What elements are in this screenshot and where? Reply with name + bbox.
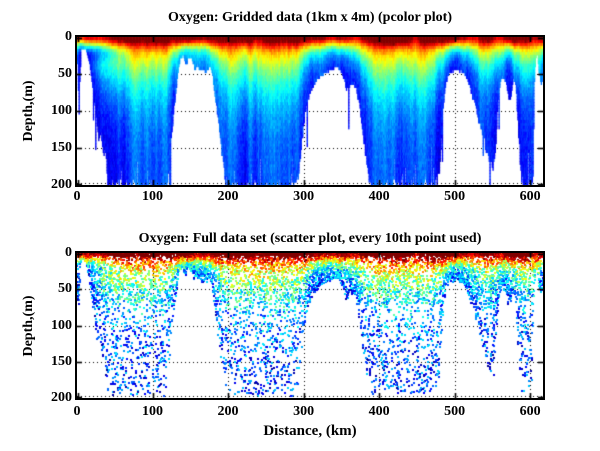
scatter-x-tick-label: 0	[73, 404, 81, 419]
scatter-y-tick-label: 100	[51, 317, 72, 333]
scatter-x-tick-label: 100	[142, 404, 164, 419]
scatter-x-tick-label: 200	[217, 404, 239, 419]
scatter-chart-title: Oxygen: Full data set (scatter plot, eve…	[138, 231, 482, 246]
pcolor-x-tick-label: 500	[444, 189, 466, 204]
pcolor-x-tick-label: 200	[217, 189, 239, 204]
scatter-x-tick-label: 600	[519, 404, 541, 419]
scatter-x-tick-label: 500	[444, 404, 466, 419]
scatter-plot	[75, 251, 545, 400]
pcolor-y-tick-label: 50	[58, 66, 72, 81]
scatter-y-tick-label: 200	[51, 390, 72, 405]
scatter-y-tick-label: 50	[58, 281, 72, 297]
scatter-x-tick-label: 400	[368, 404, 390, 419]
pcolor-y-tick-label: 150	[51, 140, 72, 155]
scatter-y-tick-label: 150	[51, 353, 72, 369]
scatter-y-tick-label: 0	[65, 245, 72, 260]
pcolor-y-tick-label: 200	[51, 177, 72, 192]
pcolor-x-tick-label: 0	[73, 189, 81, 204]
pcolor-y-tick-label: 0	[65, 29, 72, 44]
scatter-x-tick-label: 300	[293, 404, 315, 419]
pcolor-y-tick-label: 100	[51, 103, 72, 118]
pcolor-x-tick-label: 100	[142, 189, 164, 204]
pcolor-x-tick-label: 300	[293, 189, 315, 204]
pcolor-x-tick-label: 400	[368, 189, 390, 204]
distance-axis-label: Distance, (km)	[263, 423, 357, 439]
pcolor-chart-title: Oxygen: Gridded data (1km x 4m) (pcolor …	[167, 10, 453, 25]
pcolor-x-tick-label: 600	[519, 189, 541, 204]
pcolor-plot	[75, 35, 545, 187]
